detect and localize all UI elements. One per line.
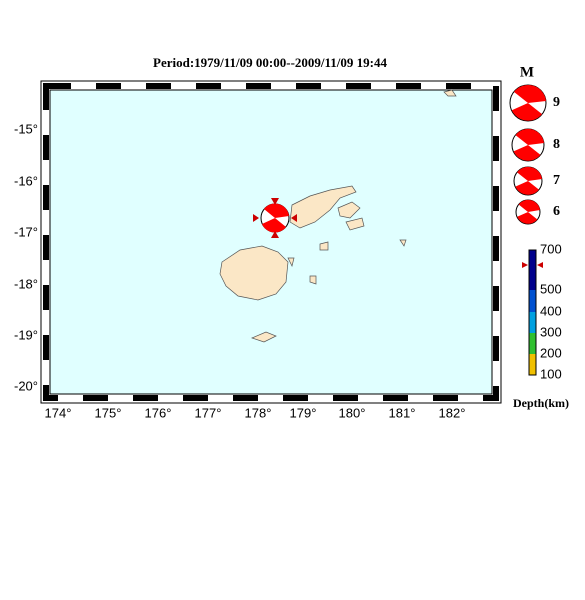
legend-ball — [509, 84, 547, 122]
depth-label: 400 — [540, 303, 562, 318]
lon-label: 180° — [339, 405, 366, 420]
ball-quadrant — [518, 199, 540, 212]
frame-ticks — [43, 83, 499, 401]
lat-label: -19° — [14, 327, 38, 342]
depth-label: 500 — [540, 281, 562, 296]
lat-label: -15° — [14, 121, 38, 136]
legend-ball — [513, 166, 543, 196]
ball-quadrant — [513, 145, 541, 161]
magnitude-label: 9 — [553, 95, 560, 110]
depth-label: 200 — [540, 345, 562, 360]
land — [219, 89, 457, 343]
legend-ball — [515, 199, 541, 225]
event-mechanism — [253, 198, 297, 238]
legend-ball — [511, 128, 545, 162]
ball-quadrant — [513, 84, 546, 103]
depth-label: 300 — [540, 324, 562, 339]
lon-label: 176° — [145, 405, 172, 420]
lon-label: 181° — [389, 405, 416, 420]
ocean — [49, 89, 493, 395]
lon-label: 175° — [95, 405, 122, 420]
ball-quadrant — [517, 212, 538, 224]
depth-label: 700 — [540, 241, 562, 256]
lon-label: 179° — [290, 405, 317, 420]
lat-label: -17° — [14, 224, 38, 239]
depth-bar — [522, 249, 543, 376]
title: Period:1979/11/09 00:00--2009/11/09 19:4… — [153, 55, 387, 70]
ball-quadrant — [515, 128, 544, 145]
lat-label: -20° — [14, 378, 38, 393]
lat-label: -16° — [14, 173, 38, 188]
lon-label: 174° — [45, 405, 72, 420]
lon-label: 177° — [195, 405, 222, 420]
lon-label: 182° — [439, 405, 466, 420]
ball-quadrant — [511, 103, 543, 121]
lon-label: 178° — [245, 405, 272, 420]
lat-label: -18° — [14, 276, 38, 291]
ball-quadrant — [517, 166, 542, 181]
magnitude-title: M — [520, 64, 534, 80]
magnitude-label: 7 — [553, 173, 560, 188]
magnitude-label: 6 — [553, 204, 560, 219]
ball-quadrant — [515, 181, 539, 195]
magnitude-label: 8 — [553, 137, 560, 152]
depth-label: 100 — [540, 366, 562, 381]
depth-title: Depth(km) — [513, 396, 569, 410]
